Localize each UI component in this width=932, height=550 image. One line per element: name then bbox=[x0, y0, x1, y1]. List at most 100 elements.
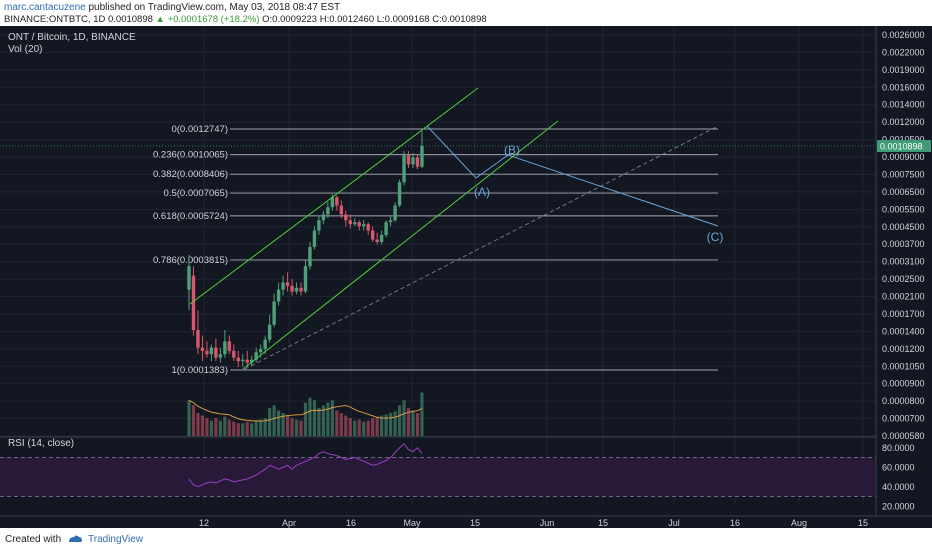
price-tick-label: 0.0014000 bbox=[882, 100, 925, 110]
volume-bar bbox=[353, 420, 357, 436]
fib-level-label: 0.618(0.0005724) bbox=[153, 211, 228, 222]
volume-bar bbox=[389, 413, 393, 436]
price-tick-label: 0.0001050 bbox=[882, 361, 925, 371]
volume-bar bbox=[380, 415, 384, 436]
fib-level-label: 0.786(0.0003815) bbox=[153, 255, 228, 266]
current-price-tag bbox=[877, 140, 931, 153]
volume-bar bbox=[411, 410, 415, 436]
candle-body bbox=[245, 359, 249, 363]
volume-bar bbox=[196, 413, 200, 436]
price-chart[interactable]: 0(0.0012747) 0.236(0.0010065) 0.382(0.0008… bbox=[0, 26, 932, 528]
volume-bar bbox=[420, 392, 424, 436]
volume-bar bbox=[299, 420, 303, 436]
time-tick-label: 16 bbox=[730, 518, 740, 528]
rsi-tick-label: 40.0000 bbox=[882, 482, 915, 492]
volume-bar bbox=[285, 415, 290, 436]
rsi-band bbox=[0, 457, 876, 497]
fib-retracement: 0(0.0012747) 0.236(0.0010065) 0.382(0.0008… bbox=[153, 124, 718, 376]
price-tick-label: 0.0012000 bbox=[882, 117, 925, 127]
volume-bars bbox=[187, 392, 424, 436]
candle-body bbox=[384, 222, 388, 235]
wave-label: (C) bbox=[707, 230, 724, 244]
candle-body bbox=[357, 222, 361, 227]
volume-bar bbox=[339, 413, 343, 436]
rsi-tick-label: 80.0000 bbox=[882, 443, 915, 453]
candle-body bbox=[393, 205, 397, 221]
volume-bar bbox=[263, 418, 267, 436]
volume-bar bbox=[335, 410, 339, 436]
volume-bar bbox=[384, 414, 388, 436]
candle-body bbox=[397, 182, 402, 206]
price-axis-bg bbox=[876, 26, 932, 528]
wave-label: (A) bbox=[474, 185, 490, 199]
candle-body bbox=[402, 155, 406, 183]
price-tick-label: 0.0026000 bbox=[882, 30, 925, 40]
candle-body bbox=[317, 220, 321, 231]
time-tick-label: 15 bbox=[858, 518, 868, 528]
price-change: ▲ +0.0001678 (+18.2%) bbox=[155, 14, 260, 25]
channel-lower-line bbox=[242, 120, 559, 370]
author-link[interactable]: marc.cantacuzene bbox=[4, 2, 86, 13]
candle-body bbox=[339, 205, 344, 215]
volume-bar bbox=[397, 405, 402, 436]
candle-body bbox=[285, 282, 290, 286]
volume-bar bbox=[317, 407, 321, 436]
volume-bar bbox=[321, 405, 325, 436]
candle-body bbox=[187, 266, 191, 290]
publish-line: marc.cantacuzene published on TradingVie… bbox=[4, 2, 340, 13]
candle-body bbox=[254, 352, 258, 360]
tradingview-brand[interactable]: TradingView bbox=[88, 534, 144, 545]
tradingview-logo-icon bbox=[69, 535, 82, 542]
candle-body bbox=[366, 224, 370, 231]
price-tick-label: 0.0002500 bbox=[882, 274, 925, 284]
symbol-line: BINANCE:ONTBTC, 1D 0.0010898 bbox=[4, 14, 156, 25]
candle-body bbox=[232, 350, 236, 358]
fib-level-label: 0(0.0012747) bbox=[171, 124, 228, 135]
volume-label: Vol (20) bbox=[8, 44, 42, 55]
candle-body bbox=[406, 155, 411, 165]
price-tick-label: 0.0000580 bbox=[882, 431, 925, 441]
volume-bar bbox=[236, 423, 240, 436]
candle-body bbox=[267, 324, 272, 340]
volume-bar bbox=[218, 420, 222, 436]
price-tick-label: 0.0001700 bbox=[882, 309, 925, 319]
price-tick-label: 0.0000700 bbox=[882, 414, 925, 424]
volume-bar bbox=[200, 415, 205, 436]
price-tick-label: 0.0006500 bbox=[882, 187, 925, 197]
volume-bar bbox=[312, 400, 317, 436]
publish-header: marc.cantacuzene published on TradingVie… bbox=[0, 0, 932, 26]
candle-body bbox=[348, 220, 352, 225]
rsi-pane bbox=[0, 436, 876, 497]
candle-body bbox=[223, 341, 227, 355]
volume-bar bbox=[393, 411, 397, 436]
axes: 0.0026000 0.0022000 0.0019000 0.0016000 0.00… bbox=[0, 26, 932, 528]
candle-body bbox=[218, 354, 223, 358]
fib-level-label: 0.382(0.0008406) bbox=[153, 169, 228, 180]
chart-background bbox=[0, 26, 932, 528]
price-tick-label: 0.0003100 bbox=[882, 257, 925, 267]
volume-bar bbox=[209, 420, 213, 436]
rsi-tick-label: 60.0000 bbox=[882, 462, 915, 472]
candle-body bbox=[299, 287, 303, 292]
candle-body bbox=[258, 348, 263, 353]
candle-body bbox=[321, 214, 326, 221]
candle-body bbox=[411, 157, 415, 165]
price-tick-label: 0.0022000 bbox=[882, 47, 925, 57]
candle-body bbox=[388, 220, 393, 223]
current-price-label: 0.0010898 bbox=[880, 142, 923, 152]
volume-bar bbox=[330, 400, 334, 436]
candle-body bbox=[209, 347, 214, 355]
candle-body bbox=[196, 329, 200, 348]
candle-body bbox=[370, 230, 375, 240]
candle-body bbox=[276, 289, 281, 302]
volume-bar bbox=[406, 407, 411, 436]
trend-drawings: (A) (B) (C) bbox=[0, 87, 876, 370]
price-tick-label: 0.0016000 bbox=[882, 82, 925, 92]
ohlc-values: O:0.0009223 H:0.0012460 L:0.0009168 C:0.… bbox=[259, 14, 487, 25]
volume-bar bbox=[294, 419, 299, 436]
price-tick-label: 0.0004500 bbox=[882, 222, 925, 232]
volume-bar bbox=[344, 415, 348, 436]
channel-upper-line bbox=[189, 87, 479, 305]
volume-bar bbox=[187, 400, 191, 436]
